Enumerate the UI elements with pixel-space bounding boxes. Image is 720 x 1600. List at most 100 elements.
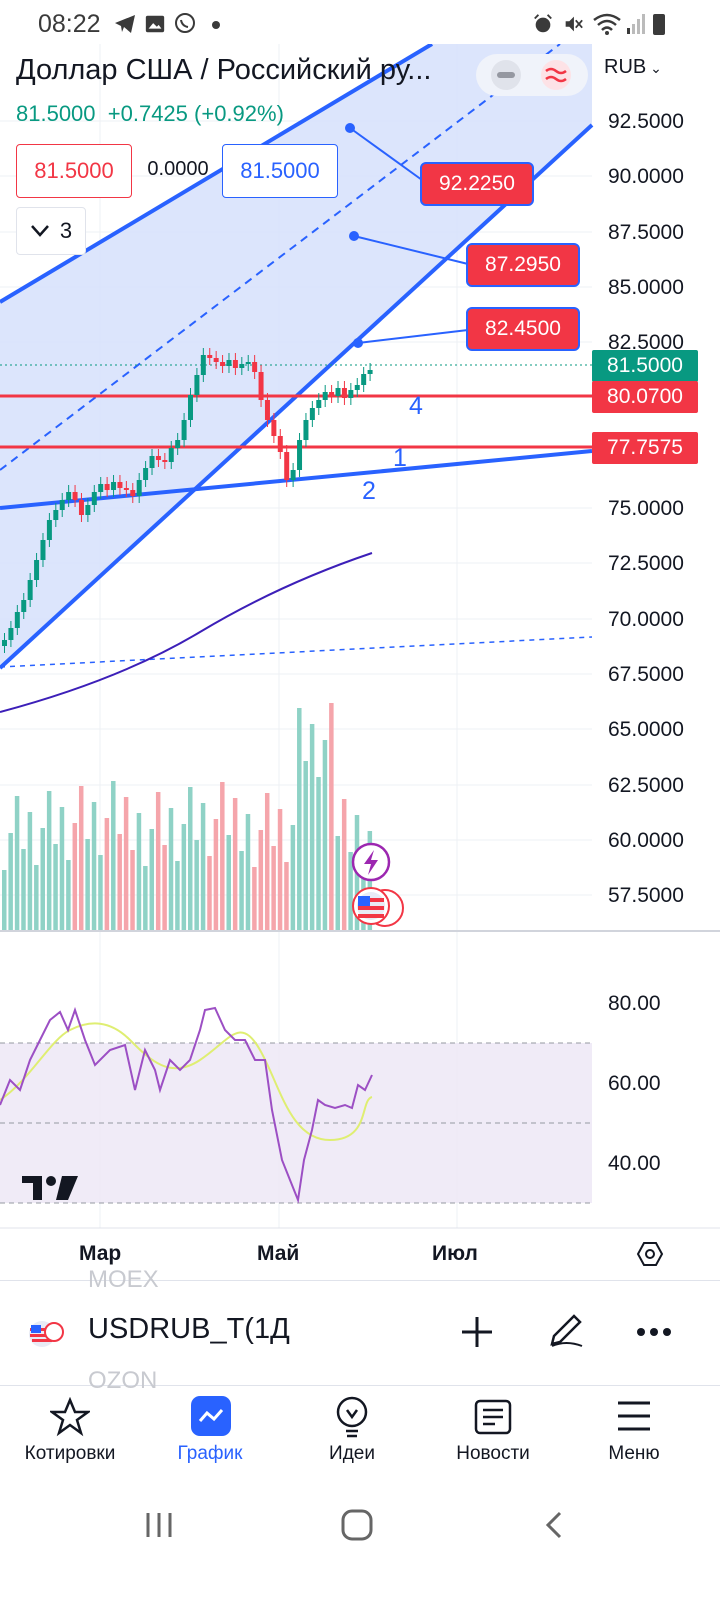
- candle: [34, 560, 40, 580]
- channel-upper-line[interactable]: [0, 44, 434, 304]
- candle: [162, 460, 168, 462]
- candle: [239, 364, 245, 368]
- symbol-wheel-item[interactable]: MOEX: [88, 1266, 159, 1293]
- channel-middle-line: [0, 44, 561, 471]
- price-axis-label: 82.5000: [608, 331, 684, 354]
- sell-button[interactable]: 81.5000: [16, 144, 132, 198]
- time-axis-label: Май: [257, 1242, 300, 1265]
- volume-bar: [91, 802, 97, 930]
- nav-label: Идеи: [329, 1443, 375, 1464]
- candle: [66, 492, 72, 500]
- support-trendline[interactable]: [0, 449, 593, 510]
- candle: [303, 420, 309, 440]
- volume-bar: [72, 823, 78, 930]
- volume-bar: [239, 851, 244, 930]
- compare-toggle[interactable]: [476, 54, 588, 96]
- status-bar: 08:22: [0, 0, 720, 46]
- horizontal-line-a-tag: 80.0700: [592, 381, 698, 413]
- volume-bar: [53, 844, 58, 930]
- volume-bar: [46, 791, 52, 930]
- volume-bar: [14, 796, 20, 930]
- time-axis-label: Мар: [79, 1242, 122, 1265]
- volume-bar: [348, 852, 353, 930]
- home-icon[interactable]: [340, 1508, 374, 1542]
- price-axis-label: 75.0000: [608, 497, 684, 520]
- recent-apps-icon[interactable]: [144, 1510, 174, 1540]
- symbol-wheel-item[interactable]: OZON: [88, 1367, 158, 1394]
- volume-bar: [290, 825, 296, 930]
- candle: [194, 375, 200, 395]
- candle: [111, 482, 117, 490]
- nav-news[interactable]: Новости: [423, 1395, 563, 1475]
- price-axis-label: 72.5000: [608, 552, 684, 575]
- wave-label[interactable]: 4: [409, 392, 423, 420]
- volume-bar: [162, 845, 167, 930]
- nav-ideas[interactable]: Идеи: [282, 1395, 422, 1475]
- us-flag-icon: [29, 1321, 64, 1347]
- candle: [341, 388, 347, 398]
- wave-label[interactable]: 2: [362, 477, 376, 505]
- dashed-trendline: [0, 636, 593, 668]
- rsi-band: [0, 1043, 592, 1203]
- nav-label: Новости: [456, 1443, 530, 1464]
- price-callout[interactable]: 87.2950: [466, 243, 580, 287]
- price-callout[interactable]: 82.4500: [466, 307, 580, 351]
- symbol-title[interactable]: Доллар США / Российский ру...: [16, 54, 432, 86]
- wave-label[interactable]: 1: [393, 444, 407, 472]
- tradingview-logo: [22, 1176, 78, 1200]
- nav-quotes[interactable]: Котировки: [0, 1395, 140, 1475]
- candle: [277, 436, 283, 452]
- currency-select[interactable]: RUB ⌄: [604, 56, 662, 79]
- price-callout[interactable]: 92.2250: [420, 162, 534, 206]
- spread-value: 0.0000: [147, 158, 209, 180]
- indicators-count: 3: [59, 218, 73, 243]
- price-axis-label: 92.5000: [608, 110, 684, 133]
- candle: [46, 520, 52, 540]
- plus-icon[interactable]: [459, 1314, 495, 1350]
- buy-button[interactable]: 81.5000: [222, 144, 338, 198]
- currency-label: RUB: [604, 56, 647, 78]
- candle: [271, 420, 277, 436]
- minus-icon: [491, 60, 521, 90]
- candle: [168, 448, 174, 462]
- price-axis-label: 57.5000: [608, 884, 684, 907]
- volume-bar: [245, 814, 251, 930]
- back-icon[interactable]: [542, 1510, 566, 1540]
- volume-bar: [297, 708, 302, 930]
- nav-chart[interactable]: График: [140, 1395, 280, 1475]
- symbol-ticker[interactable]: USDRUB_T(: [88, 1313, 254, 1345]
- volume-bar: [232, 798, 238, 930]
- interval-select[interactable]: 1Д: [254, 1313, 290, 1345]
- moving-average-line: [0, 552, 373, 713]
- candle: [136, 480, 142, 496]
- more-icon[interactable]: [636, 1326, 672, 1338]
- price-change-value: +0.7425 (+0.92%): [107, 101, 284, 126]
- volume-bar: [316, 777, 321, 930]
- candle: [59, 500, 65, 510]
- nav-label: Котировки: [24, 1443, 116, 1464]
- volume-bar: [175, 861, 180, 930]
- candle: [78, 500, 84, 515]
- volume-bar: [258, 830, 264, 930]
- volume-bar: [271, 846, 276, 930]
- us-flag-badge-icon[interactable]: [352, 887, 404, 927]
- star-icon: [50, 1397, 90, 1437]
- volume-bar: [143, 866, 148, 930]
- callout-connectors: [349, 127, 469, 344]
- horizontal-line-b-tag: 77.7575: [592, 432, 698, 464]
- indicators-toggle[interactable]: 3: [16, 207, 86, 255]
- candle: [143, 468, 149, 480]
- drawing-pen-icon[interactable]: [546, 1310, 586, 1350]
- chevron-down-icon: ⌄: [646, 60, 662, 76]
- volume-bar: [207, 856, 212, 930]
- candle: [226, 360, 232, 366]
- volume-bar: [130, 850, 135, 930]
- volume-bar: [66, 860, 71, 930]
- nav-menu[interactable]: Меню: [564, 1395, 704, 1475]
- candle: [316, 400, 322, 408]
- volume-bar: [111, 781, 116, 930]
- settings-icon[interactable]: [636, 1240, 664, 1268]
- nav-label: Меню: [608, 1443, 660, 1464]
- volume-bar: [322, 740, 328, 930]
- volume-bar: [2, 870, 7, 930]
